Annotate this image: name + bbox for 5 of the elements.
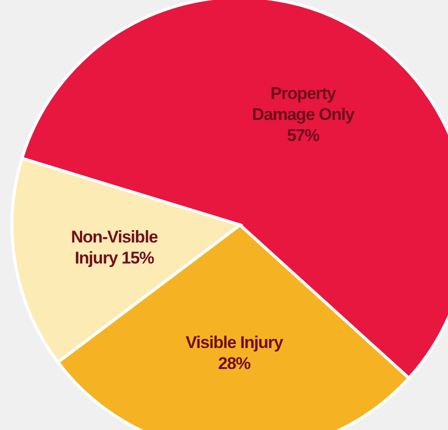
data-label: 57% <box>286 126 320 145</box>
slice-label: Visible Injury <box>186 333 284 352</box>
slice-label: Property Damage Only <box>252 84 356 124</box>
slice-label: Non-Visible Injury 15% <box>70 228 158 268</box>
data-label: 28% <box>218 354 251 374</box>
